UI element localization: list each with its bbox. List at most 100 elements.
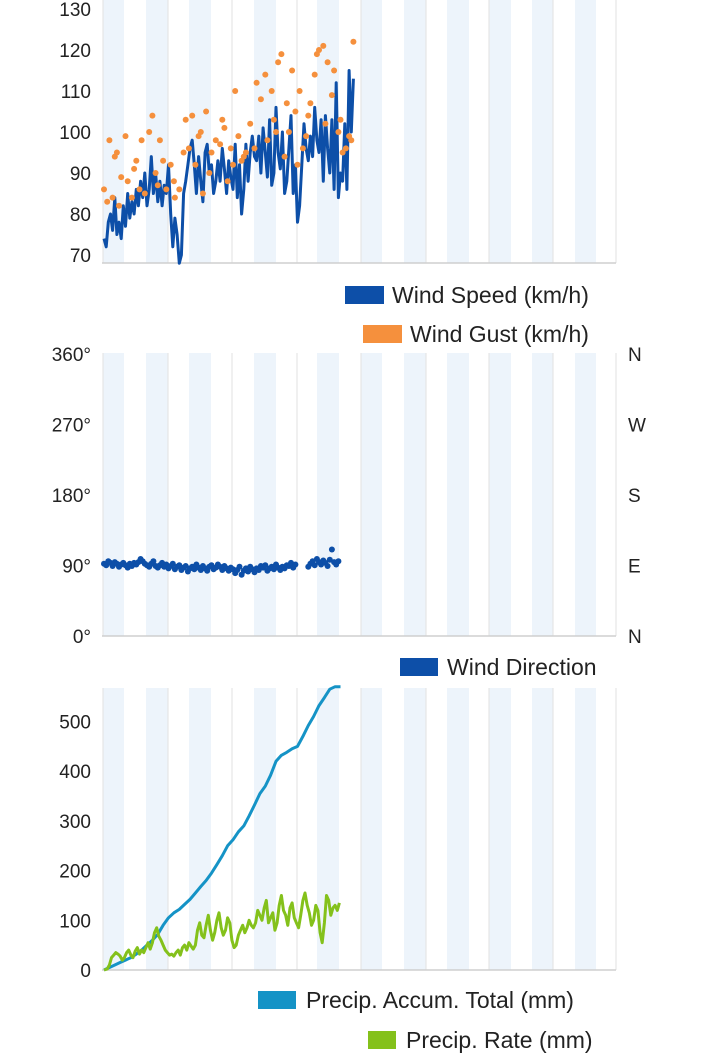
series-point-1 (350, 38, 357, 45)
stripe-band (575, 0, 596, 263)
series-point-1 (212, 137, 219, 144)
series-point-1 (303, 133, 310, 140)
series-point-0 (328, 546, 335, 553)
legend-label: Wind Gust (km/h) (410, 321, 589, 347)
y-tick-label: 300 (59, 812, 91, 833)
stripe-band (361, 0, 382, 263)
series-point-0 (150, 558, 157, 565)
series-point-1 (185, 145, 192, 152)
series-point-1 (337, 116, 344, 123)
series-point-1 (128, 194, 135, 201)
y-tick-label: 80 (70, 205, 91, 226)
y-tick-label: 270° (52, 416, 91, 437)
y-tick-label: 200 (59, 862, 91, 883)
series-point-1 (328, 92, 335, 99)
stripe-band (189, 688, 211, 970)
series-point-1 (270, 116, 277, 123)
series-point-1 (268, 88, 275, 94)
series-point-1 (106, 137, 113, 144)
y-right-tick-label: E (628, 557, 641, 578)
legend-label: Wind Speed (km/h) (392, 282, 589, 308)
series-point-1 (109, 194, 116, 201)
stripe-band (146, 688, 168, 970)
series-point-1 (264, 137, 271, 144)
series-point-1 (339, 149, 346, 156)
series-point-0 (292, 561, 299, 568)
y-right-tick-label: N (628, 345, 642, 366)
stripe-band (404, 353, 426, 636)
series-point-1 (133, 157, 140, 164)
stripe-band (317, 0, 339, 263)
legend-swatch (363, 325, 402, 343)
stripe-band (489, 353, 511, 636)
y-tick-label: 120 (59, 41, 91, 62)
stripe-band (189, 353, 211, 636)
precipitation-chart: 0 100 200 300 400 500 Precip. Accum. Total (mm… (59, 685, 617, 1053)
y-tick-label: 90 (70, 164, 91, 185)
series-point-1 (199, 190, 206, 197)
wind-direction-chart: 0° 90° 180° 270° 360° N E S W N Wind Direction (52, 345, 646, 680)
y-tick-label: 500 (59, 713, 91, 734)
series-point-1 (262, 71, 269, 78)
series-point-1 (182, 116, 189, 123)
series-point-1 (322, 120, 329, 127)
y-right-tick-label: N (628, 627, 642, 648)
stripe-band (146, 353, 168, 636)
stripe-band (404, 0, 426, 263)
series-point-1 (122, 133, 129, 140)
series-point-1 (342, 145, 349, 152)
stripe-band (254, 0, 276, 263)
y-tick-label: 180° (52, 486, 91, 507)
stripe-band (361, 353, 382, 636)
stripe-band (575, 688, 596, 970)
y-tick-label: 100 (59, 911, 91, 932)
series-point-1 (305, 112, 312, 119)
series-point-1 (149, 112, 156, 119)
series-point-1 (163, 186, 170, 193)
series-point-1 (156, 137, 163, 144)
legend-swatch (345, 286, 384, 304)
series-point-1 (324, 59, 331, 66)
stripe-band (317, 353, 339, 636)
series-point-1 (235, 133, 242, 140)
stripe-band (317, 688, 339, 970)
wind-speed-chart: 70 80 90 100 110 120 130 Wind Speed (km/h) Wind … (59, 0, 617, 347)
series-point-1 (311, 71, 318, 78)
series-point-1 (104, 198, 111, 205)
series-point-1 (281, 153, 288, 160)
stripe-band (103, 0, 124, 263)
series-point-1 (247, 120, 254, 127)
series-point-1 (219, 116, 226, 123)
legend-swatch (400, 658, 438, 676)
series-point-1 (192, 161, 199, 168)
series-point-1 (189, 112, 196, 119)
series-point-1 (283, 100, 290, 107)
series-point-0 (262, 562, 269, 569)
stripe-band (103, 688, 124, 970)
stripe-band (532, 688, 553, 970)
series-point-1 (251, 145, 258, 152)
stripe-band (447, 0, 469, 263)
series-point-1 (242, 149, 249, 156)
series-point-1 (217, 141, 224, 148)
y-right-tick-label: W (628, 416, 646, 437)
series-line-0 (103, 685, 341, 972)
series-point-1 (224, 178, 231, 185)
legend-label: Precip. Rate (mm) (406, 1027, 593, 1053)
stripe-band (447, 353, 469, 636)
series-point-1 (171, 194, 178, 201)
series-point-1 (152, 170, 159, 176)
series-point-1 (131, 165, 138, 172)
stripe-band (254, 353, 276, 636)
series-point-1 (292, 108, 299, 115)
series-point-0 (324, 563, 331, 569)
series-point-0 (335, 558, 342, 565)
stripe-band (489, 0, 511, 263)
series-point-1 (230, 161, 236, 168)
series-point-1 (203, 108, 210, 115)
stripe-band (361, 688, 382, 970)
y-tick-label: 130 (59, 0, 91, 21)
stripe-band (489, 688, 511, 970)
stripe-band (254, 688, 276, 970)
stripe-band (404, 688, 426, 970)
